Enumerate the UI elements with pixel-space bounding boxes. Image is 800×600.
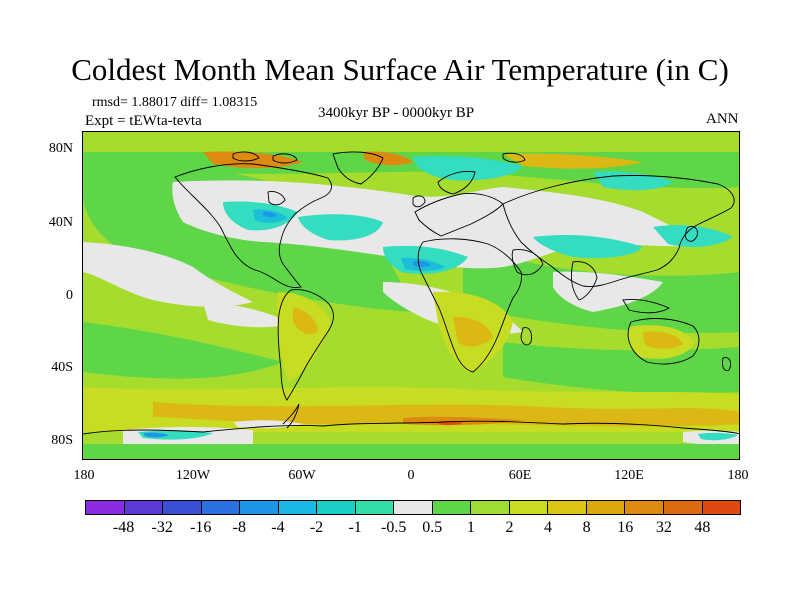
anomaly-patch	[413, 156, 523, 181]
coast-north-america	[174, 163, 332, 289]
coast-antarctic-peninsula	[282, 403, 300, 429]
colorbar-box	[317, 501, 356, 514]
coast-britain	[412, 195, 426, 208]
coast-south-america	[277, 289, 334, 401]
coast-hudson	[267, 191, 286, 206]
colorbar-label: -4	[271, 519, 285, 536]
anomaly-field	[83, 151, 739, 459]
colorbar-label: -16	[190, 519, 212, 536]
colorbar-label: -0.5	[381, 519, 407, 536]
anomaly-patch	[553, 271, 663, 312]
colorbar-label: -2	[309, 519, 324, 536]
colorbar-box	[625, 501, 664, 514]
anomaly-patch	[233, 420, 303, 429]
colorbar-label: 16	[617, 519, 634, 536]
colorbar-label: 4	[544, 519, 553, 536]
chart-title: Coldest Month Mean Surface Air Temperatu…	[71, 52, 729, 87]
colorbar-box	[509, 501, 549, 514]
coast-africa	[417, 238, 522, 373]
colorbar-label: -32	[151, 519, 173, 536]
lon-tick-label: 120E	[614, 468, 644, 483]
coast-asia	[502, 175, 735, 287]
colorbar-box	[586, 501, 626, 514]
coast-japan	[684, 225, 698, 242]
colorbar-box	[394, 501, 433, 514]
colorbar-label: 48	[694, 519, 711, 536]
anomaly-patch	[83, 444, 739, 459]
colorbar-label: -8	[232, 519, 247, 536]
lon-tick-label: 60E	[508, 468, 532, 483]
colorbar	[85, 500, 741, 515]
colorbar-label: 2	[505, 519, 514, 536]
coast-scandinavia	[437, 171, 476, 195]
stats-label: rmsd= 1.88017 diff= 1.08315	[92, 95, 258, 110]
lon-tick-label: 60W	[288, 468, 316, 483]
experiment-label: Expt = tEWta-tevta	[85, 113, 202, 129]
anomaly-patch	[698, 432, 738, 441]
lon-tick-label: 120W	[175, 468, 211, 483]
colorbar-box	[702, 501, 741, 514]
colorbar-label: -1	[348, 519, 362, 536]
lat-tick-label: 40N	[48, 215, 73, 230]
coast-india	[570, 261, 598, 301]
lon-tick-label: 0	[407, 468, 415, 483]
colorbar-box	[548, 501, 587, 514]
colorbar-box	[124, 501, 164, 514]
coast-indonesia	[622, 299, 670, 314]
colorbar-box	[663, 501, 703, 514]
anomaly-patch	[298, 214, 383, 241]
lon-tick-label: 180	[727, 468, 749, 483]
anomaly-patch	[143, 432, 169, 438]
lat-tick-label: 0	[66, 288, 73, 303]
coast-greenland	[332, 151, 384, 185]
anomaly-patch	[153, 402, 739, 427]
coast-madagascar	[520, 327, 532, 346]
colorbar-label: 8	[582, 519, 591, 536]
lon-tick-label: 180	[73, 468, 95, 483]
coast-arctic-islands	[232, 151, 526, 164]
anomaly-patch	[263, 211, 277, 218]
anomaly-patch	[277, 292, 331, 382]
lat-tick-label: 40S	[51, 360, 73, 375]
colorbar-box	[201, 501, 241, 514]
colorbar-box	[163, 501, 202, 514]
colorbar-label: 32	[655, 519, 672, 536]
anomaly-patch	[413, 260, 431, 267]
anomaly-patch	[653, 225, 733, 248]
lat-tick-label: 80N	[48, 141, 73, 156]
colorbar-box	[240, 501, 279, 514]
colorbar-box	[471, 501, 510, 514]
colorbar-box	[86, 501, 125, 514]
anomaly-patch	[453, 316, 493, 347]
colorbar-box	[278, 501, 318, 514]
season-label: ANN	[706, 111, 739, 127]
map-svg	[83, 132, 739, 459]
anomaly-patch	[293, 307, 318, 334]
colorbar-label: -48	[112, 519, 135, 536]
anomaly-patch	[503, 153, 643, 169]
period-label: 3400kyr BP - 0000kyr BP	[318, 105, 475, 121]
anomaly-patch	[83, 242, 253, 307]
map-panel	[82, 131, 740, 460]
colorbar-label: 1	[466, 519, 475, 536]
coastlines	[83, 151, 739, 435]
coast-new-zealand	[722, 357, 732, 371]
anomaly-patch	[643, 331, 683, 349]
colorbar-box	[355, 501, 395, 514]
coast-antarctica	[83, 420, 739, 435]
anomaly-patch	[83, 322, 283, 379]
lat-tick-label: 80S	[51, 433, 73, 448]
coast-europe	[414, 193, 504, 237]
anomaly-patch	[533, 235, 643, 259]
anomaly-patch	[203, 302, 293, 328]
anomaly-patch	[172, 180, 713, 269]
coast-australia	[627, 318, 700, 365]
colorbar-box	[432, 501, 472, 514]
coast-arabia	[511, 249, 544, 276]
colorbar-label: 0.5	[422, 519, 443, 536]
